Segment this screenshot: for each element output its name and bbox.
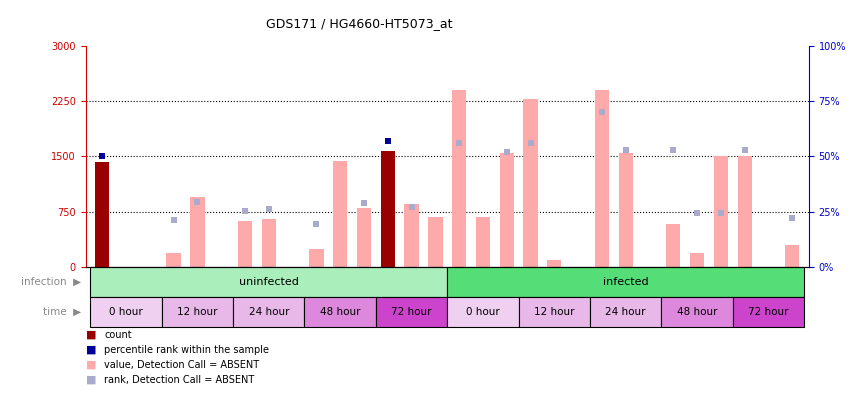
Bar — [666, 224, 681, 267]
Bar — [523, 99, 538, 267]
Bar — [714, 156, 728, 267]
Bar — [404, 204, 419, 267]
Bar — [785, 245, 800, 267]
Bar — [452, 90, 467, 267]
Bar — [619, 154, 633, 267]
Text: infection  ▶: infection ▶ — [21, 277, 81, 287]
Bar — [690, 253, 704, 267]
Text: 12 hour: 12 hour — [177, 307, 217, 317]
Bar — [447, 267, 804, 297]
Bar — [190, 197, 205, 267]
Text: ■: ■ — [86, 375, 96, 385]
Bar — [167, 253, 181, 267]
Text: 12 hour: 12 hour — [534, 307, 574, 317]
Text: uninfected: uninfected — [239, 277, 299, 287]
Bar — [381, 214, 395, 267]
Bar — [595, 90, 609, 267]
Bar — [376, 297, 447, 327]
Bar — [738, 156, 752, 267]
Text: percentile rank within the sample: percentile rank within the sample — [104, 345, 270, 355]
Bar — [333, 161, 348, 267]
Bar — [381, 150, 395, 267]
Bar — [357, 208, 372, 267]
Text: 48 hour: 48 hour — [320, 307, 360, 317]
Text: 72 hour: 72 hour — [391, 307, 431, 317]
Text: infected: infected — [603, 277, 649, 287]
Bar — [262, 219, 276, 267]
Text: ■: ■ — [86, 329, 96, 340]
Text: GDS171 / HG4660-HT5073_at: GDS171 / HG4660-HT5073_at — [266, 17, 453, 30]
Bar — [91, 267, 447, 297]
Text: ■: ■ — [86, 345, 96, 355]
Bar — [500, 154, 514, 267]
Bar — [238, 221, 253, 267]
Text: rank, Detection Call = ABSENT: rank, Detection Call = ABSENT — [104, 375, 255, 385]
Text: 0 hour: 0 hour — [466, 307, 500, 317]
Text: ■: ■ — [86, 360, 96, 370]
Bar — [476, 217, 490, 267]
Text: count: count — [104, 329, 132, 340]
Bar — [162, 297, 233, 327]
Text: 0 hour: 0 hour — [110, 307, 143, 317]
Bar — [309, 249, 324, 267]
Bar — [91, 297, 162, 327]
Bar — [590, 297, 662, 327]
Text: 24 hour: 24 hour — [605, 307, 646, 317]
Bar — [305, 297, 376, 327]
Text: 48 hour: 48 hour — [677, 307, 717, 317]
Text: value, Detection Call = ABSENT: value, Detection Call = ABSENT — [104, 360, 259, 370]
Bar — [662, 297, 733, 327]
Bar — [95, 162, 110, 267]
Bar — [428, 217, 443, 267]
Bar — [447, 297, 519, 327]
Text: 72 hour: 72 hour — [748, 307, 788, 317]
Bar — [519, 297, 590, 327]
Bar — [233, 297, 305, 327]
Bar — [547, 260, 562, 267]
Text: time  ▶: time ▶ — [43, 307, 81, 317]
Text: 24 hour: 24 hour — [248, 307, 289, 317]
Bar — [733, 297, 804, 327]
